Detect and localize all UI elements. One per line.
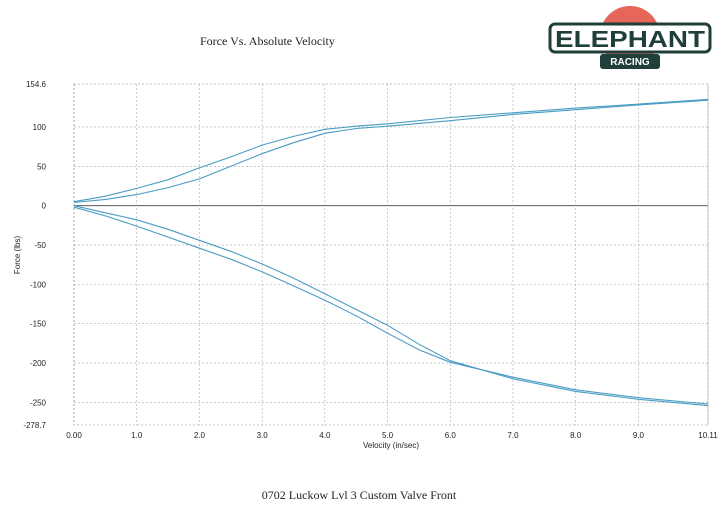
series-lines (73, 98, 709, 407)
x-tick-label: 5.0 (382, 431, 394, 440)
y-tick-label: -278.7 (23, 421, 46, 430)
y-tick-label: -150 (30, 320, 47, 329)
y-axis-ticks: 154.6 100 50 0 -50 -100 -150 -200 -250 -278.7 (23, 80, 46, 430)
y-tick-label: -100 (30, 280, 47, 289)
x-tick-label: 3.0 (257, 431, 269, 440)
y-tick-label: 100 (33, 123, 47, 132)
logo-text-racing: RACING (610, 57, 650, 68)
x-tick-label: 2.0 (194, 431, 206, 440)
chart-caption: 0702 Luckow Lvl 3 Custom Valve Front (261, 488, 457, 502)
grid (73, 83, 709, 426)
y-tick-label: 50 (37, 162, 46, 171)
x-tick-label: 10.11 (698, 431, 718, 440)
force-velocity-chart: 154.6 100 50 0 -50 -100 -150 -200 -250 -278.7 0.0… (13, 80, 718, 450)
x-tick-label: 6.0 (445, 431, 457, 440)
x-tick-label: 8.0 (570, 431, 582, 440)
x-tick-label: 0.00 (66, 431, 82, 440)
x-tick-label: 9.0 (633, 431, 645, 440)
y-tick-label: 154.6 (26, 80, 47, 89)
y-tick-label: -50 (34, 241, 46, 250)
series-line-3 (73, 205, 709, 407)
y-axis-label: Force (lbs) (13, 236, 22, 275)
elephant-racing-logo: ELEPHANT RACING (548, 6, 712, 69)
series-line-2 (73, 99, 709, 204)
logo-badge (548, 22, 712, 54)
logo-ribbon (600, 54, 660, 69)
x-axis-label: Velocity (in/sec) (363, 441, 419, 450)
y-tick-label: -250 (30, 398, 47, 407)
x-axis-ticks: 0.00 1.0 2.0 3.0 4.0 5.0 6.0 7.0 8.0 9.0 10.11 (66, 431, 718, 440)
x-tick-label: 1.0 (131, 431, 143, 440)
plot-area (73, 83, 709, 426)
y-tick-label: 0 (42, 202, 47, 211)
x-tick-label: 4.0 (319, 431, 331, 440)
series-line-1 (73, 98, 709, 203)
chart-title: Force Vs. Absolute Velocity (200, 34, 335, 48)
logo-text-elephant: ELEPHANT (555, 26, 705, 52)
series-line-4 (73, 206, 709, 405)
x-tick-label: 7.0 (507, 431, 519, 440)
y-tick-label: -200 (30, 359, 47, 368)
